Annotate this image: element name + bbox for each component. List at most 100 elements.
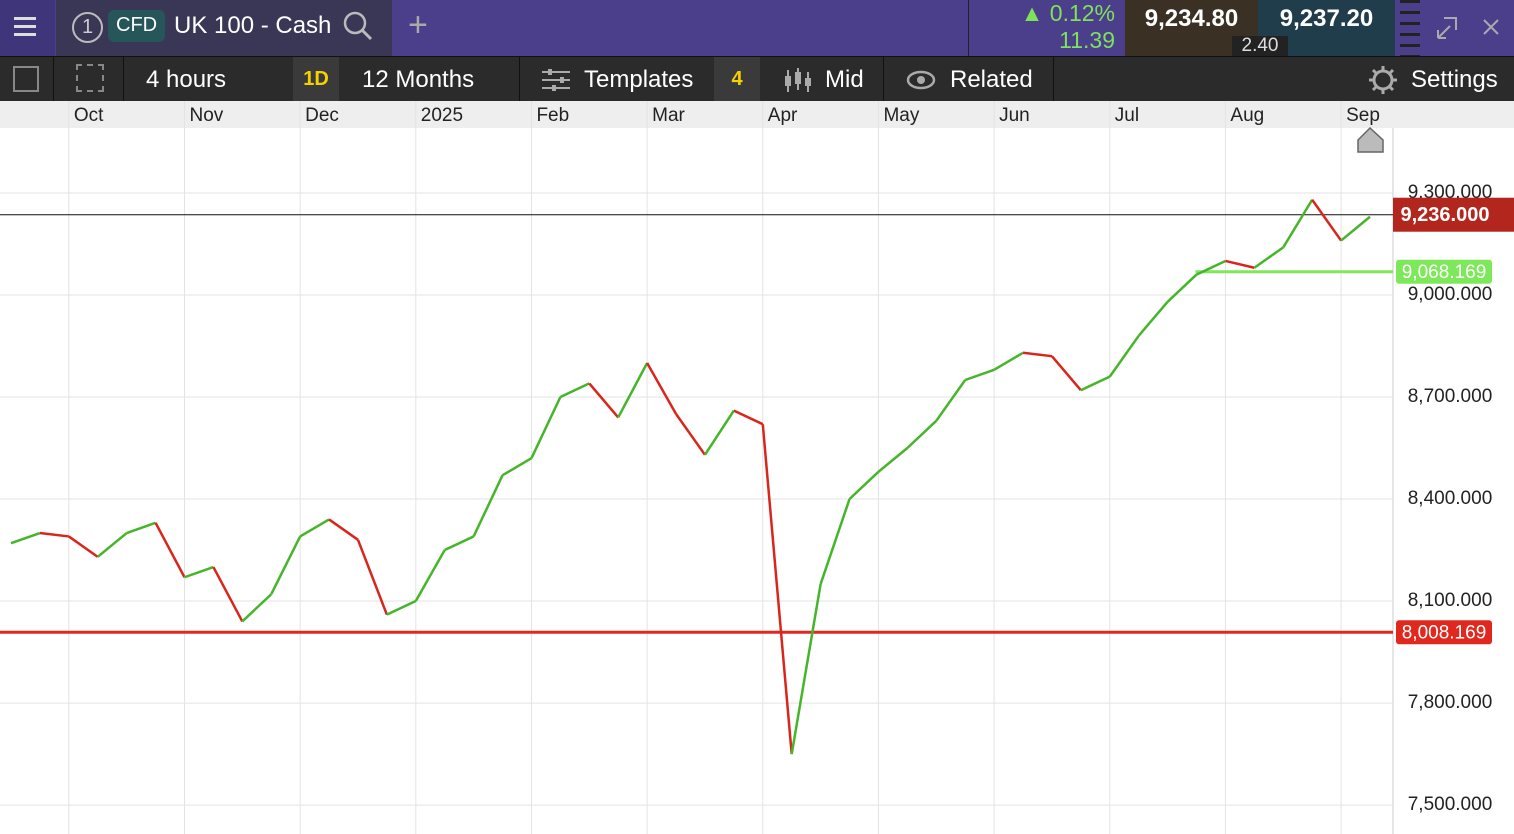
list-button[interactable] [0,57,54,102]
related[interactable]: Related [950,66,1033,93]
range[interactable]: 12 Months [362,66,475,93]
instrument-name: UK 100 - Cash [174,12,332,39]
spread: 2.40 [1232,36,1288,56]
price-segment [964,368,995,382]
price-segment [126,521,156,535]
x-tick-label: Jun [999,105,1030,126]
price-segment [1311,199,1343,242]
x-tick-label: Aug [1230,105,1264,126]
search-icon[interactable] [342,10,374,42]
window-controls[interactable] [1436,14,1506,42]
price-segment [877,447,909,473]
x-tick-label: Jul [1115,105,1139,126]
add-tab[interactable]: + [408,6,428,44]
settings[interactable]: Settings [1411,66,1498,93]
y-tick-label: 7,800.000 [1408,692,1493,713]
price-segment [1253,246,1284,269]
ask-price[interactable]: 9,237.20 [1258,0,1395,56]
price-segment [559,382,590,399]
layout-button[interactable] [54,57,124,102]
settings-icon [1369,66,1397,94]
price-segment [1080,375,1111,392]
top-bar: 1 CFD UK 100 - Cash + ▲ 0.12% 11.39 9,23… [0,0,1514,56]
scroll-home[interactable] [1357,126,1384,153]
x-tick-label: 2025 [421,105,463,126]
price-type[interactable]: Mid [825,66,864,93]
price-segment [356,539,389,616]
change-box: ▲ 0.12% 11.39 [968,0,1125,56]
price-segment [588,382,620,419]
y-tick-label: 9,000.000 [1408,284,1493,305]
price-segment [1022,351,1053,358]
level-label: 8,008.169 [1402,622,1487,643]
x-tick-label: Oct [74,105,104,126]
current-price-label: 9,236.000 [1401,204,1490,226]
change-pct: ▲ 0.12% [1020,0,1115,26]
price-segment [212,566,244,623]
change-pct-value: 0.12% [1049,0,1115,26]
price-segment [39,531,69,538]
price-segment [530,396,562,459]
price-segment [270,535,302,595]
y-tick-label: 8,400.000 [1408,488,1493,509]
price-segment [501,457,533,477]
price-segment [68,535,99,558]
price-segment [993,351,1024,371]
x-tick-label: Feb [536,105,569,126]
instrument-type: CFD [108,10,166,42]
price-segment [617,362,649,418]
price-segment [328,518,359,541]
price-segment [935,379,967,422]
interval-short[interactable]: 1D [293,57,339,102]
price-segment [819,498,851,585]
price-segment [184,565,214,579]
price-segment [154,522,186,578]
price-segment [472,474,504,537]
templates-icon [542,69,570,91]
price-segment [1108,335,1140,378]
x-tick-label: Apr [768,105,798,126]
price-segment [241,593,273,623]
level-label-bg [1396,259,1492,284]
drag-handle[interactable] [1400,0,1420,56]
price-segment [444,535,475,552]
y-tick-label: 7,500.000 [1408,794,1493,815]
price-segment [675,413,706,456]
x-tick-label: Sep [1346,105,1380,126]
x-tick-label: Mar [652,105,685,126]
price-segment [96,532,128,558]
candle-icon [785,68,811,92]
price-segment [386,599,417,616]
templates[interactable]: Templates [584,66,694,93]
y-tick-label: 9,300.000 [1408,182,1493,203]
price-segment [703,409,735,456]
x-tick-label: May [883,105,919,126]
price-segment [1195,259,1226,276]
level-label-bg [1396,620,1492,645]
instrument-tab[interactable]: 1 CFD UK 100 - Cash [56,0,392,56]
template-count: 4 [714,57,760,102]
x-tick-label: Dec [305,105,339,126]
price-segment [414,549,446,602]
menu-button[interactable] [0,0,55,56]
price-segment [733,409,764,426]
price-segment [848,470,880,500]
price-segment [1340,215,1371,242]
price-segment [1137,300,1169,337]
change: 11.39 [1059,27,1115,53]
price-segment [906,419,938,449]
y-tick-label: 8,700.000 [1408,386,1493,407]
interval[interactable]: 4 hours [146,66,227,93]
toolbar: 4 hours 1D 12 Months Templates 4 Mid Rel… [0,56,1514,102]
price-segment [10,531,41,545]
eye-icon [906,70,936,90]
x-tick-label: Nov [189,105,223,126]
price-segment [646,362,678,415]
price-segment [1166,273,1198,303]
tab-number: 1 [72,12,103,43]
y-tick-label: 8,100.000 [1408,590,1493,611]
current-price-label-bg [1393,197,1514,232]
price-segment [1282,199,1314,249]
